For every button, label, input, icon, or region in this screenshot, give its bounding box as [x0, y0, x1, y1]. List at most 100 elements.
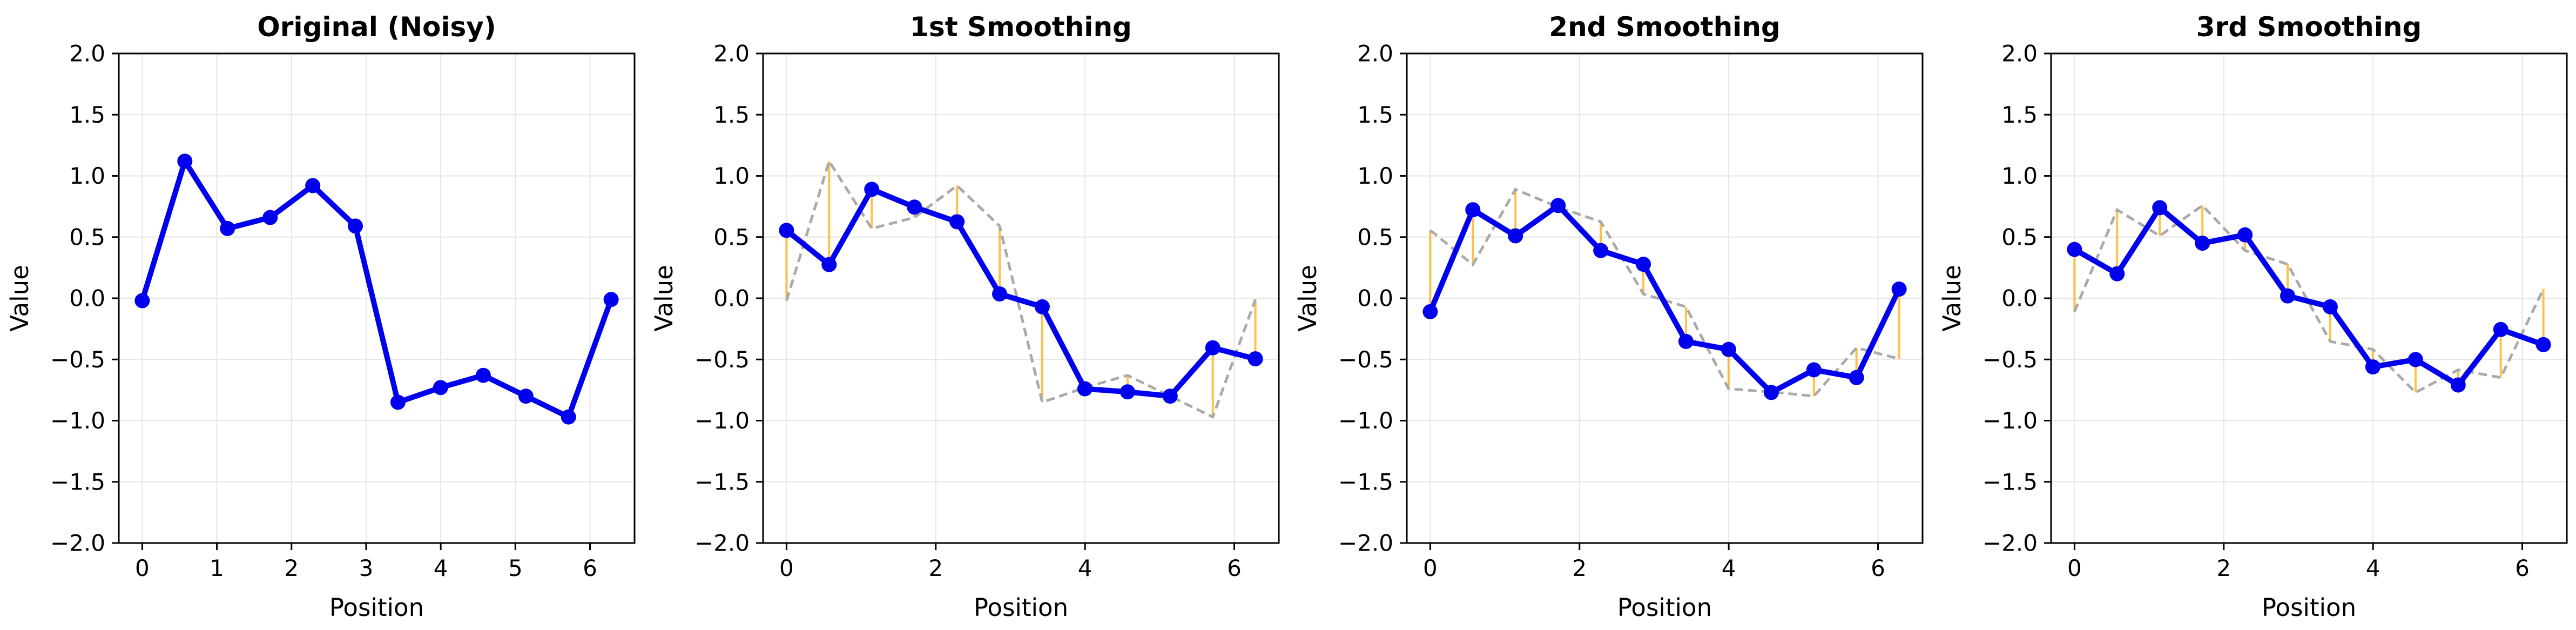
x-tick-label: 0: [2067, 555, 2082, 581]
data-point-marker: [348, 218, 363, 234]
x-axis-label: Position: [329, 593, 424, 622]
chart-panel-1st-smoothing: 0 2 4 6 −2.0 −1.5 −1.0 −0.5 0.0 0.5 1.0 1.5 2.0 1st S…: [644, 0, 1289, 630]
data-point-marker: [1763, 385, 1779, 400]
data-point-marker: [2535, 337, 2551, 352]
y-tick-label: −1.5: [1338, 468, 1393, 495]
x-axis-label: Position: [1617, 593, 1712, 622]
x-tick-label: 6: [2515, 555, 2530, 581]
chart-panel-2nd-smoothing: 0 2 4 6 −2.0 −1.5 −1.0 −0.5 0.0 0.5 1.0 1.5 2.0 2nd S…: [1288, 0, 1932, 630]
y-tick-label: 0.5: [2001, 224, 2038, 250]
data-point-marker: [1077, 381, 1093, 397]
chart-canvas: 0 1 2 3 4 5 6 −2.0 −1.5 −1.0 −0.5 0.0 0.5 1.0 1.5 2.0 Or…: [5, 11, 636, 622]
chart-title: 1st Smoothing: [910, 11, 1132, 43]
data-point-marker: [1678, 333, 1694, 349]
data-point-marker: [2365, 359, 2381, 375]
x-tick-label: 1: [210, 555, 224, 581]
chart-panel-3rd-smoothing: 0 2 4 6 −2.0 −1.5 −1.0 −0.5 0.0 0.5 1.0 1.5 2.0 3rd S…: [1932, 0, 2576, 630]
data-point-marker: [2066, 242, 2082, 257]
x-tick-label: 0: [135, 555, 150, 581]
data-point-marker: [177, 153, 193, 169]
y-tick-label: −1.0: [694, 407, 750, 434]
x-tick-label: 2: [284, 555, 299, 581]
x-tick-label: 4: [1722, 555, 1736, 581]
y-tick-label: −1.0: [50, 407, 105, 434]
tick-marks: [2044, 52, 2523, 550]
data-point-marker: [1550, 198, 1566, 213]
data-point-marker: [1120, 384, 1135, 400]
x-tick-label: 5: [508, 555, 523, 581]
y-tick-label: 0.0: [713, 285, 750, 312]
y-tick-label: 2.0: [2001, 41, 2038, 67]
x-tick-label: 4: [2365, 555, 2380, 581]
smoothed-signal-line: [1427, 203, 1902, 396]
chart-canvas: 0 2 4 6 −2.0 −1.5 −1.0 −0.5 0.0 0.5 1.0 1.5 2.0 2nd S…: [1293, 11, 1924, 622]
chart-canvas: 0 2 4 6 −2.0 −1.5 −1.0 −0.5 0.0 0.5 1.0 1.5 2.0 1st S…: [650, 11, 1279, 622]
y-tick-label: −0.5: [694, 346, 750, 373]
data-point-markers: [2066, 200, 2551, 393]
data-point-marker: [2109, 266, 2125, 282]
y-tick-label: 0.0: [69, 285, 105, 312]
grid: [763, 53, 1279, 544]
y-tick-label: 1.0: [1357, 163, 1393, 189]
chart-title: Original (Noisy): [257, 11, 496, 43]
y-tick-label: 2.0: [69, 41, 105, 67]
data-point-marker: [603, 292, 619, 307]
y-tick-label: 0.0: [2001, 285, 2038, 312]
data-point-marker: [1636, 257, 1651, 272]
y-tick-label: 0.5: [69, 224, 105, 250]
previous-iteration-line: [785, 158, 1257, 419]
x-tick-label: 6: [1227, 555, 1242, 581]
data-point-marker: [2194, 236, 2210, 251]
y-tick-label: 1.0: [713, 163, 750, 189]
y-tick-label: −1.5: [50, 468, 105, 495]
x-tick-label: 2: [928, 555, 943, 581]
data-point-marker: [1806, 362, 1822, 378]
x-tick-label: 4: [434, 555, 448, 581]
y-axis-label: Value: [1938, 265, 1966, 332]
data-point-marker: [2152, 200, 2167, 216]
y-tick-label: 2.0: [713, 41, 750, 67]
data-point-marker: [992, 286, 1007, 302]
grid: [2051, 53, 2567, 544]
x-tick-label: 2: [1572, 555, 1587, 581]
tick-marks: [1400, 52, 1879, 550]
data-point-marker: [1593, 243, 1609, 258]
chart-title: 3rd Smoothing: [2196, 11, 2421, 43]
data-point-marker: [2493, 321, 2508, 337]
data-point-marker: [2280, 288, 2295, 304]
previous-iteration-line: [2073, 204, 2545, 394]
y-tick-label: −2.0: [694, 530, 750, 557]
data-point-marker: [1422, 304, 1438, 319]
grid: [119, 53, 635, 544]
y-tick-label: 0.5: [713, 224, 750, 250]
data-point-marker: [864, 182, 879, 197]
x-tick-label: 0: [1423, 555, 1438, 581]
data-point-marker: [1508, 228, 1523, 244]
y-tick-label: 1.5: [2001, 102, 2038, 128]
y-tick-label: −1.0: [1338, 407, 1393, 434]
data-point-marker: [305, 178, 321, 193]
data-point-marker: [2408, 352, 2423, 367]
data-point-marker: [1034, 299, 1050, 314]
smoothed-signal-line: [2071, 205, 2546, 388]
previous-iteration-line: [1429, 187, 1900, 398]
noisy-signal-line: [139, 158, 614, 420]
y-tick-label: −0.5: [1982, 346, 2038, 373]
y-tick-label: 1.0: [2001, 163, 2038, 189]
data-point-marker: [1721, 341, 1736, 357]
data-point-marker: [2322, 299, 2338, 314]
x-axis-label: Position: [973, 593, 1068, 622]
data-point-marker: [1162, 388, 1178, 404]
y-axis-label: Value: [1293, 265, 1322, 332]
data-point-marker: [390, 394, 406, 410]
y-tick-label: 0.0: [1357, 285, 1393, 312]
y-tick-label: 1.5: [713, 102, 750, 128]
y-tick-label: 0.5: [1357, 224, 1393, 250]
chart-title: 2nd Smoothing: [1549, 11, 1780, 43]
tick-marks: [756, 52, 1235, 550]
y-tick-label: 1.5: [1357, 102, 1393, 128]
y-tick-label: −1.5: [694, 468, 750, 495]
x-tick-label: 3: [359, 555, 374, 581]
connector-lines: [2073, 205, 2545, 393]
